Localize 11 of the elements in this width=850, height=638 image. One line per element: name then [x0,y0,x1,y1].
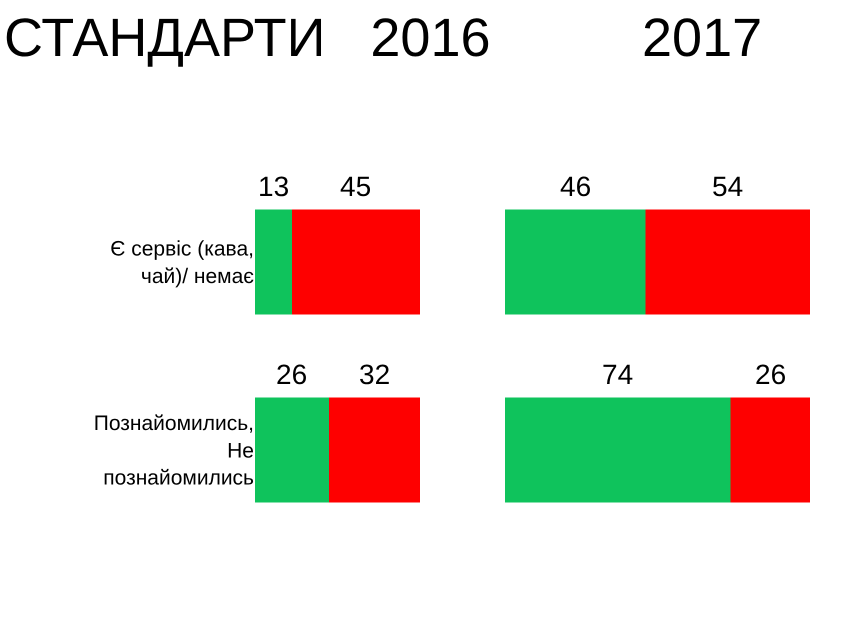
y-tick-label: Є сервіс (кава, чай)/ немає [110,238,254,288]
data-label: 26 [276,359,308,390]
data-label: 13 [258,171,290,202]
data-label: 45 [340,171,372,202]
y-tick-label: Познайомились, Не познайомились [94,412,254,490]
data-label: 32 [359,359,390,390]
chart-title: СТАНДАРТИ 2016 [4,8,491,68]
data-label: 54 [712,171,744,202]
data-label: 26 [755,359,786,390]
data-label: 46 [560,171,592,202]
data-label: 74 [602,359,634,390]
